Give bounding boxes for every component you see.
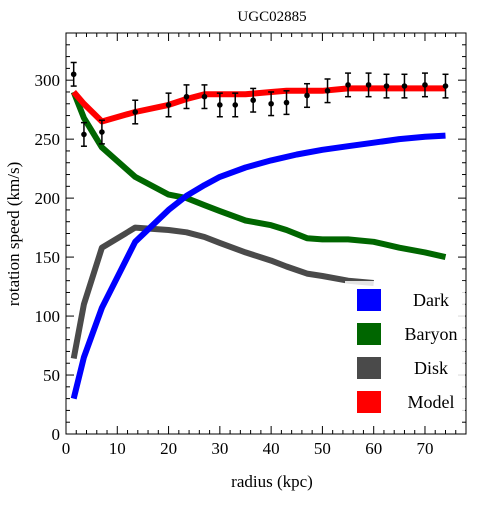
data-point [383, 83, 390, 89]
data-point [250, 97, 256, 104]
plot-area: 0 10 20 30 40 50 60 70 0 50 100 150 200 250 300 [35, 32, 467, 458]
series-line-baryon [70, 90, 447, 261]
x-tick-label: 60 [365, 439, 382, 458]
x-tick-label: 70 [416, 439, 433, 458]
legend-swatch-model [357, 391, 381, 413]
data-point [232, 102, 239, 108]
y-tick-label: 0 [52, 425, 61, 444]
legend-label-model: Model [408, 392, 455, 412]
legend-label-disk: Disk [414, 358, 448, 378]
data-point [304, 92, 310, 99]
x-tick-label: 40 [263, 439, 280, 458]
legend-swatch-dark [357, 289, 381, 311]
data-point [442, 83, 449, 89]
y-tick-label: 150 [35, 248, 61, 267]
data-point [81, 131, 87, 138]
y-tick-label: 50 [43, 366, 60, 385]
x-tick-label: 50 [314, 439, 331, 458]
series-line-dark [70, 132, 446, 400]
y-axis-label: rotation speed (km/s) [4, 162, 23, 306]
data-point [165, 102, 172, 108]
x-tick-label: 30 [211, 439, 228, 458]
x-tick-label: 20 [160, 439, 177, 458]
x-tick-label: 10 [109, 439, 126, 458]
data-point [401, 83, 408, 89]
legend-label-baryon: Baryon [405, 324, 458, 344]
chart-title: UGC02885 [237, 9, 306, 25]
data-point [99, 129, 105, 135]
data-point [283, 99, 290, 106]
x-tick-label: 0 [62, 439, 71, 458]
x-axis-label: radius (kpc) [231, 472, 313, 491]
data-point [183, 93, 190, 100]
data-point [217, 102, 223, 108]
y-tick-label: 200 [35, 189, 61, 208]
data-point [132, 109, 139, 115]
data-point [324, 87, 331, 94]
y-tick-label: 300 [35, 71, 61, 90]
data-point [201, 93, 208, 100]
data-point [365, 82, 372, 88]
data-point [345, 82, 351, 88]
y-tick-label: 250 [35, 130, 61, 149]
series-line-disk [70, 224, 374, 360]
legend-swatch-baryon [357, 323, 381, 345]
series-line-model [71, 85, 446, 125]
legend-swatch-disk [357, 357, 381, 379]
data-point [70, 71, 77, 78]
y-tick-label: 100 [35, 307, 61, 326]
legend-label-dark: Dark [413, 290, 449, 310]
legend: Dark Baryon Disk Model [345, 281, 465, 420]
data-point [422, 82, 428, 88]
data-point [268, 100, 274, 107]
